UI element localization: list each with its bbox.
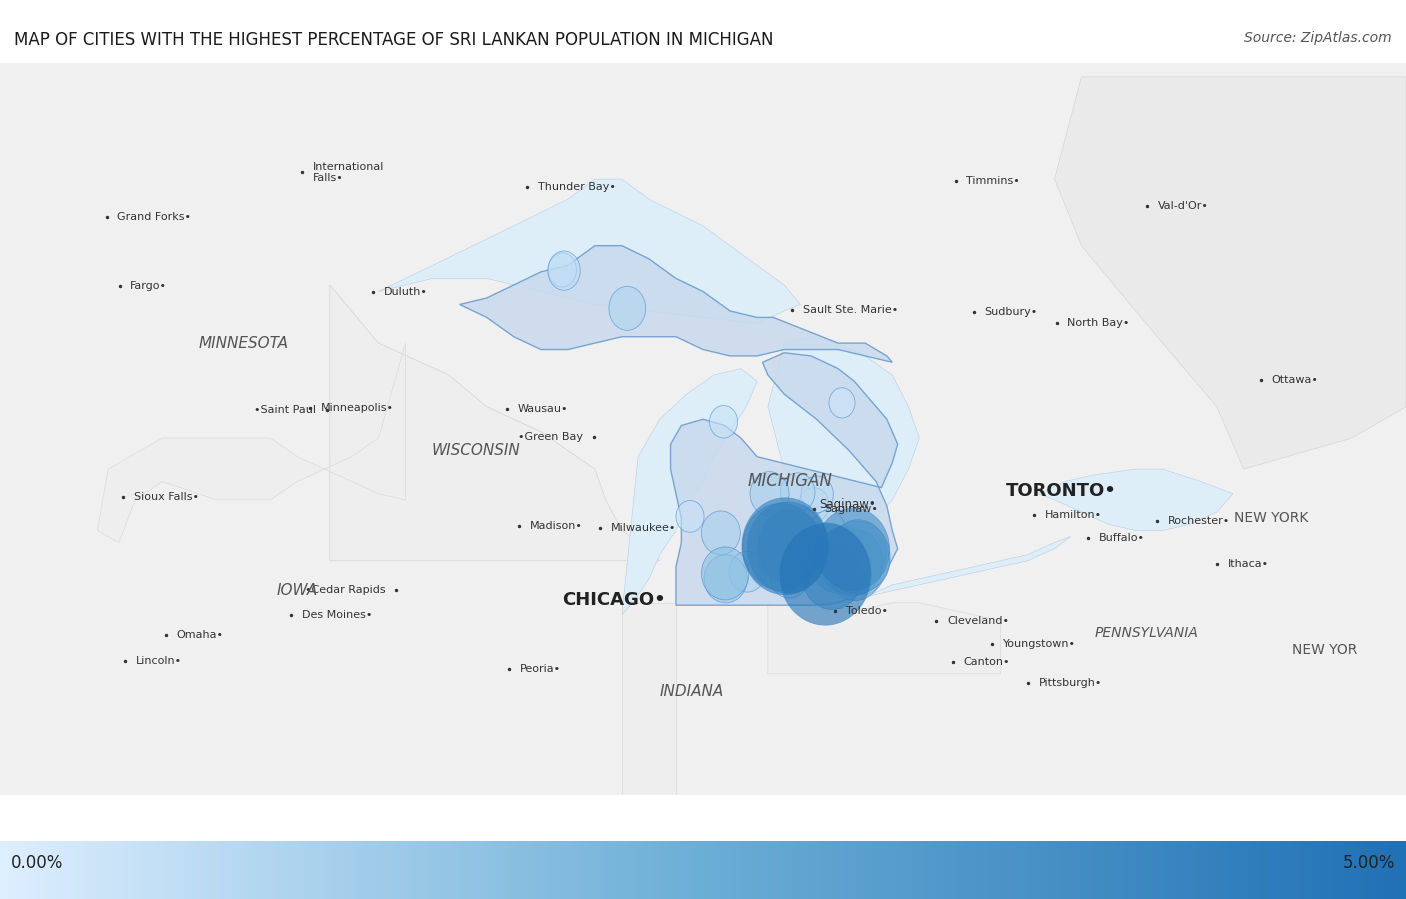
Polygon shape	[768, 603, 1001, 674]
Ellipse shape	[801, 476, 834, 512]
Text: Fargo•: Fargo•	[131, 281, 167, 291]
Text: CHICAGO•: CHICAGO•	[562, 591, 665, 609]
Ellipse shape	[609, 287, 645, 330]
Ellipse shape	[799, 487, 830, 522]
Ellipse shape	[838, 532, 890, 591]
Text: 5.00%: 5.00%	[1343, 854, 1395, 872]
Ellipse shape	[770, 555, 808, 598]
Ellipse shape	[815, 508, 890, 591]
Text: Sioux Falls•: Sioux Falls•	[134, 492, 198, 502]
Ellipse shape	[548, 253, 576, 287]
Text: WISCONSIN: WISCONSIN	[432, 443, 520, 458]
Text: Youngstown•: Youngstown•	[1002, 639, 1076, 649]
Text: •Cedar Rapids: •Cedar Rapids	[305, 585, 385, 595]
Ellipse shape	[830, 387, 855, 418]
Text: MINNESOTA: MINNESOTA	[198, 335, 288, 351]
Ellipse shape	[702, 511, 741, 555]
Ellipse shape	[548, 251, 581, 290]
Ellipse shape	[728, 551, 766, 592]
Ellipse shape	[676, 501, 704, 532]
Text: Saginaw•: Saginaw•	[825, 504, 879, 514]
Ellipse shape	[811, 511, 845, 549]
Text: Minneapolis•: Minneapolis•	[321, 403, 394, 413]
Ellipse shape	[748, 502, 828, 593]
Ellipse shape	[830, 543, 882, 601]
Text: Ithaca•: Ithaca•	[1227, 559, 1268, 569]
Text: INDIANA: INDIANA	[659, 684, 724, 699]
Ellipse shape	[758, 509, 823, 582]
Polygon shape	[378, 179, 800, 324]
Ellipse shape	[742, 498, 828, 595]
Text: NEW YORK: NEW YORK	[1233, 512, 1308, 525]
Text: Des Moines•: Des Moines•	[302, 610, 373, 620]
Text: North Bay•: North Bay•	[1067, 318, 1130, 328]
Ellipse shape	[818, 526, 872, 587]
Text: Omaha•: Omaha•	[177, 630, 224, 640]
Text: Timmins•: Timmins•	[966, 176, 1021, 186]
Ellipse shape	[818, 531, 872, 592]
Text: Madison•: Madison•	[530, 521, 583, 531]
Text: Hamilton•: Hamilton•	[1045, 511, 1102, 521]
Polygon shape	[838, 537, 1071, 603]
Polygon shape	[1054, 76, 1406, 469]
Text: 0.00%: 0.00%	[11, 854, 63, 872]
Text: Peoria•: Peoria•	[520, 663, 561, 673]
Text: MICHIGAN: MICHIGAN	[747, 473, 832, 491]
Ellipse shape	[742, 503, 820, 591]
Text: Lincoln•: Lincoln•	[136, 656, 181, 666]
Polygon shape	[621, 603, 768, 795]
Text: Milwaukee•: Milwaukee•	[610, 523, 676, 533]
Text: Canton•: Canton•	[963, 657, 1010, 667]
Text: Thunder Bay•: Thunder Bay•	[538, 182, 616, 192]
Text: MAP OF CITIES WITH THE HIGHEST PERCENTAGE OF SRI LANKAN POPULATION IN MICHIGAN: MAP OF CITIES WITH THE HIGHEST PERCENTAG…	[14, 31, 773, 49]
Ellipse shape	[824, 530, 883, 596]
Polygon shape	[97, 343, 405, 543]
Polygon shape	[1038, 469, 1233, 530]
Text: NEW YOR: NEW YOR	[1292, 644, 1358, 657]
Polygon shape	[621, 369, 756, 615]
Ellipse shape	[811, 530, 868, 593]
Ellipse shape	[823, 541, 870, 594]
Polygon shape	[0, 63, 1406, 795]
Polygon shape	[460, 245, 893, 362]
Text: Wausau•: Wausau•	[517, 405, 568, 414]
Text: IOWA: IOWA	[277, 583, 318, 599]
Text: Toledo•: Toledo•	[846, 606, 887, 616]
Text: Val-d'Or•: Val-d'Or•	[1157, 200, 1209, 211]
Text: •Saint Paul: •Saint Paul	[254, 405, 316, 414]
Text: PENNSYLVANIA: PENNSYLVANIA	[1094, 626, 1198, 639]
Text: TORONTO•: TORONTO•	[1005, 482, 1116, 500]
Text: Buffalo•: Buffalo•	[1099, 533, 1144, 543]
Ellipse shape	[756, 523, 808, 582]
Ellipse shape	[823, 526, 866, 574]
Text: Ottawa•: Ottawa•	[1271, 375, 1319, 385]
Ellipse shape	[830, 520, 886, 583]
Text: •Green Bay: •Green Bay	[517, 432, 583, 441]
Polygon shape	[768, 337, 920, 530]
Text: Sudbury•: Sudbury•	[984, 307, 1038, 316]
Ellipse shape	[702, 547, 749, 600]
Text: Source: ZipAtlas.com: Source: ZipAtlas.com	[1244, 31, 1392, 46]
Polygon shape	[671, 352, 897, 605]
Text: Cleveland•: Cleveland•	[946, 616, 1010, 626]
Text: Saginaw•: Saginaw•	[820, 498, 876, 512]
Ellipse shape	[749, 472, 789, 516]
Ellipse shape	[825, 521, 890, 593]
Ellipse shape	[704, 555, 748, 603]
Text: Sault Ste. Marie•: Sault Ste. Marie•	[803, 305, 898, 315]
Ellipse shape	[710, 405, 738, 438]
Text: Rochester•: Rochester•	[1167, 516, 1230, 526]
Ellipse shape	[825, 526, 873, 579]
Text: Grand Forks•: Grand Forks•	[117, 212, 191, 222]
Polygon shape	[330, 285, 659, 561]
Ellipse shape	[780, 473, 815, 512]
Ellipse shape	[779, 523, 872, 625]
Text: Duluth•: Duluth•	[384, 287, 427, 298]
Ellipse shape	[803, 543, 862, 610]
Ellipse shape	[841, 547, 884, 595]
Text: International
Falls•: International Falls•	[314, 162, 384, 183]
Text: Pittsburgh•: Pittsburgh•	[1039, 678, 1102, 688]
